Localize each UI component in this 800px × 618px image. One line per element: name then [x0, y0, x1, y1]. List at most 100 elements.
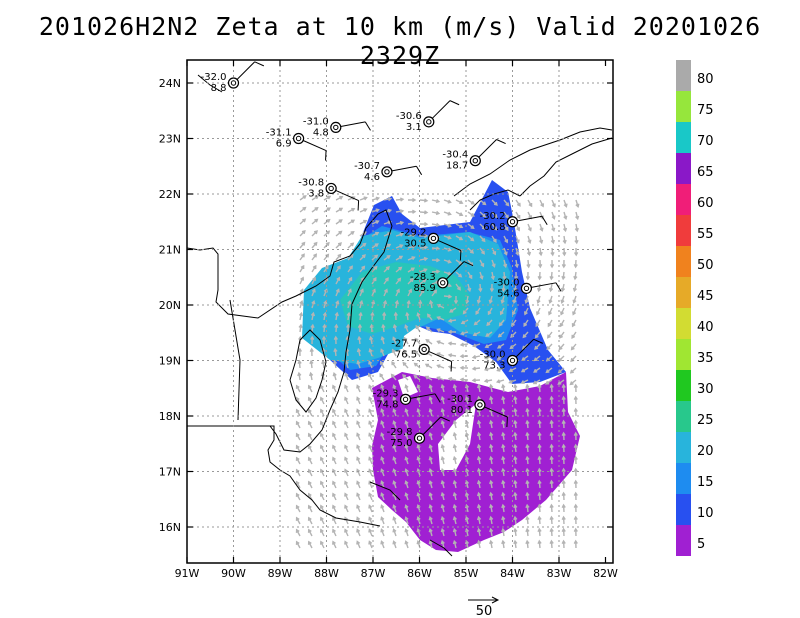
station-value: 54.6	[497, 288, 519, 299]
station-temperature: -32.0	[201, 72, 227, 83]
wind-barb	[517, 215, 543, 222]
station-temperature: -30.0	[494, 277, 520, 288]
station-marker-core	[384, 169, 390, 175]
latitude-label: 24N	[159, 77, 181, 90]
wind-barb-flag	[440, 416, 451, 422]
station-value: 3.1	[406, 122, 422, 133]
station-temperature: -27.7	[391, 338, 417, 349]
station-plots: -32.08.8-31.04.8-31.16.9-30.63.1-30.74.6…	[201, 61, 562, 449]
wind-barb	[515, 338, 535, 358]
station-marker	[469, 155, 481, 167]
station-temperature: -30.0	[480, 350, 506, 361]
colorbar-label: 30	[697, 382, 714, 397]
colorbar-label: 20	[697, 444, 714, 459]
longitude-label: 91W	[175, 567, 200, 580]
station-marker-core	[295, 135, 302, 142]
wind-barb-flag	[463, 261, 474, 267]
station-marker-core	[523, 285, 530, 292]
latitude-label: 18N	[159, 410, 181, 423]
colorbar-swatch	[676, 91, 691, 122]
longitude-label: 87W	[361, 567, 386, 580]
station-value: 60.8	[483, 222, 505, 233]
colorbar-label: 40	[697, 320, 714, 335]
longitude-label: 88W	[314, 567, 339, 580]
colorbar-label: 80	[697, 72, 714, 87]
wind-barb-flag	[450, 361, 453, 372]
wind-vectors	[295, 195, 580, 549]
station-value: 4.6	[364, 172, 380, 183]
station-marker	[381, 166, 393, 178]
wind-barb	[391, 165, 417, 172]
station-temperature: -30.2	[480, 211, 506, 222]
wind-barb	[422, 416, 442, 436]
station-plot: -30.63.1	[396, 100, 460, 133]
station-marker	[325, 182, 337, 195]
axis-ticks	[186, 60, 613, 563]
longitude-label: 82W	[593, 567, 618, 580]
longitude-label: 86W	[407, 567, 432, 580]
wind-barb	[437, 239, 462, 251]
station-value: 73.3	[483, 361, 505, 372]
colorbar-swatch	[676, 463, 691, 494]
station-marker-core	[230, 80, 237, 86]
station-marker-core	[477, 402, 483, 408]
station-marker	[520, 282, 533, 294]
colorbar-label: 15	[697, 475, 714, 490]
station-marker	[399, 393, 412, 405]
station-plot: -30.180.1	[447, 394, 508, 427]
latitude-label: 20N	[159, 299, 181, 312]
station-value: 74.8	[376, 399, 398, 410]
station-marker-core	[333, 124, 339, 131]
colorbar-swatch	[676, 122, 691, 153]
wind-barb	[236, 61, 256, 80]
station-temperature: -30.8	[298, 177, 324, 188]
station-value: 75.0	[390, 438, 412, 449]
station-marker-core	[416, 435, 423, 441]
station-plot: -31.16.9	[266, 128, 327, 161]
latitude-label: 19N	[159, 355, 181, 368]
colorbar-swatch	[676, 246, 691, 277]
station-value: 18.7	[446, 161, 468, 172]
colorbar-swatch	[676, 401, 691, 432]
station-temperature: -29.2	[401, 227, 427, 238]
station-temperature: -28.3	[410, 272, 436, 283]
longitude-labels: 91W 90W 89W 88W 87W 86W 85W 84W 83W 82W	[175, 567, 618, 580]
wind-barb	[531, 282, 557, 288]
wind-barb-flag	[506, 416, 508, 427]
station-plot: -30.418.7	[442, 139, 506, 172]
colorbar-swatch	[676, 184, 691, 215]
colorbar-swatch	[676, 494, 691, 525]
station-value: 4.8	[313, 127, 329, 138]
station-value: 80.1	[451, 405, 473, 416]
wind-barb-flag	[416, 166, 423, 176]
station-marker-core	[472, 158, 478, 164]
colorbar-label: 5	[697, 537, 705, 552]
station-marker-core	[509, 357, 516, 364]
wind-barb	[478, 139, 497, 158]
longitude-label: 90W	[221, 567, 246, 580]
wind-barb-flag	[325, 150, 327, 161]
latitude-label: 22N	[159, 188, 181, 201]
wind-barb	[335, 190, 359, 201]
wind-barb-flag	[357, 200, 360, 211]
station-marker	[413, 432, 426, 444]
longitude-label: 85W	[454, 567, 479, 580]
colorbar-swatch	[676, 277, 691, 308]
station-plot: -29.374.8	[373, 388, 441, 410]
colorbar-label: 75	[697, 103, 714, 118]
longitude-label: 89W	[268, 567, 293, 580]
graticule	[187, 60, 613, 563]
station-marker-core	[509, 219, 516, 225]
wind-barb-flag	[364, 121, 371, 131]
station-plot: -30.054.6	[494, 277, 562, 299]
colorbar-label: 25	[697, 413, 714, 428]
station-temperature: -30.7	[354, 161, 380, 172]
station-marker-core	[328, 185, 334, 192]
colorbar-swatch	[676, 308, 691, 339]
station-marker	[474, 399, 486, 411]
station-plot: -30.74.6	[354, 161, 423, 183]
colorbar-swatch	[676, 153, 691, 184]
station-plot: -28.385.9	[410, 261, 474, 294]
wind-barb	[340, 121, 366, 127]
